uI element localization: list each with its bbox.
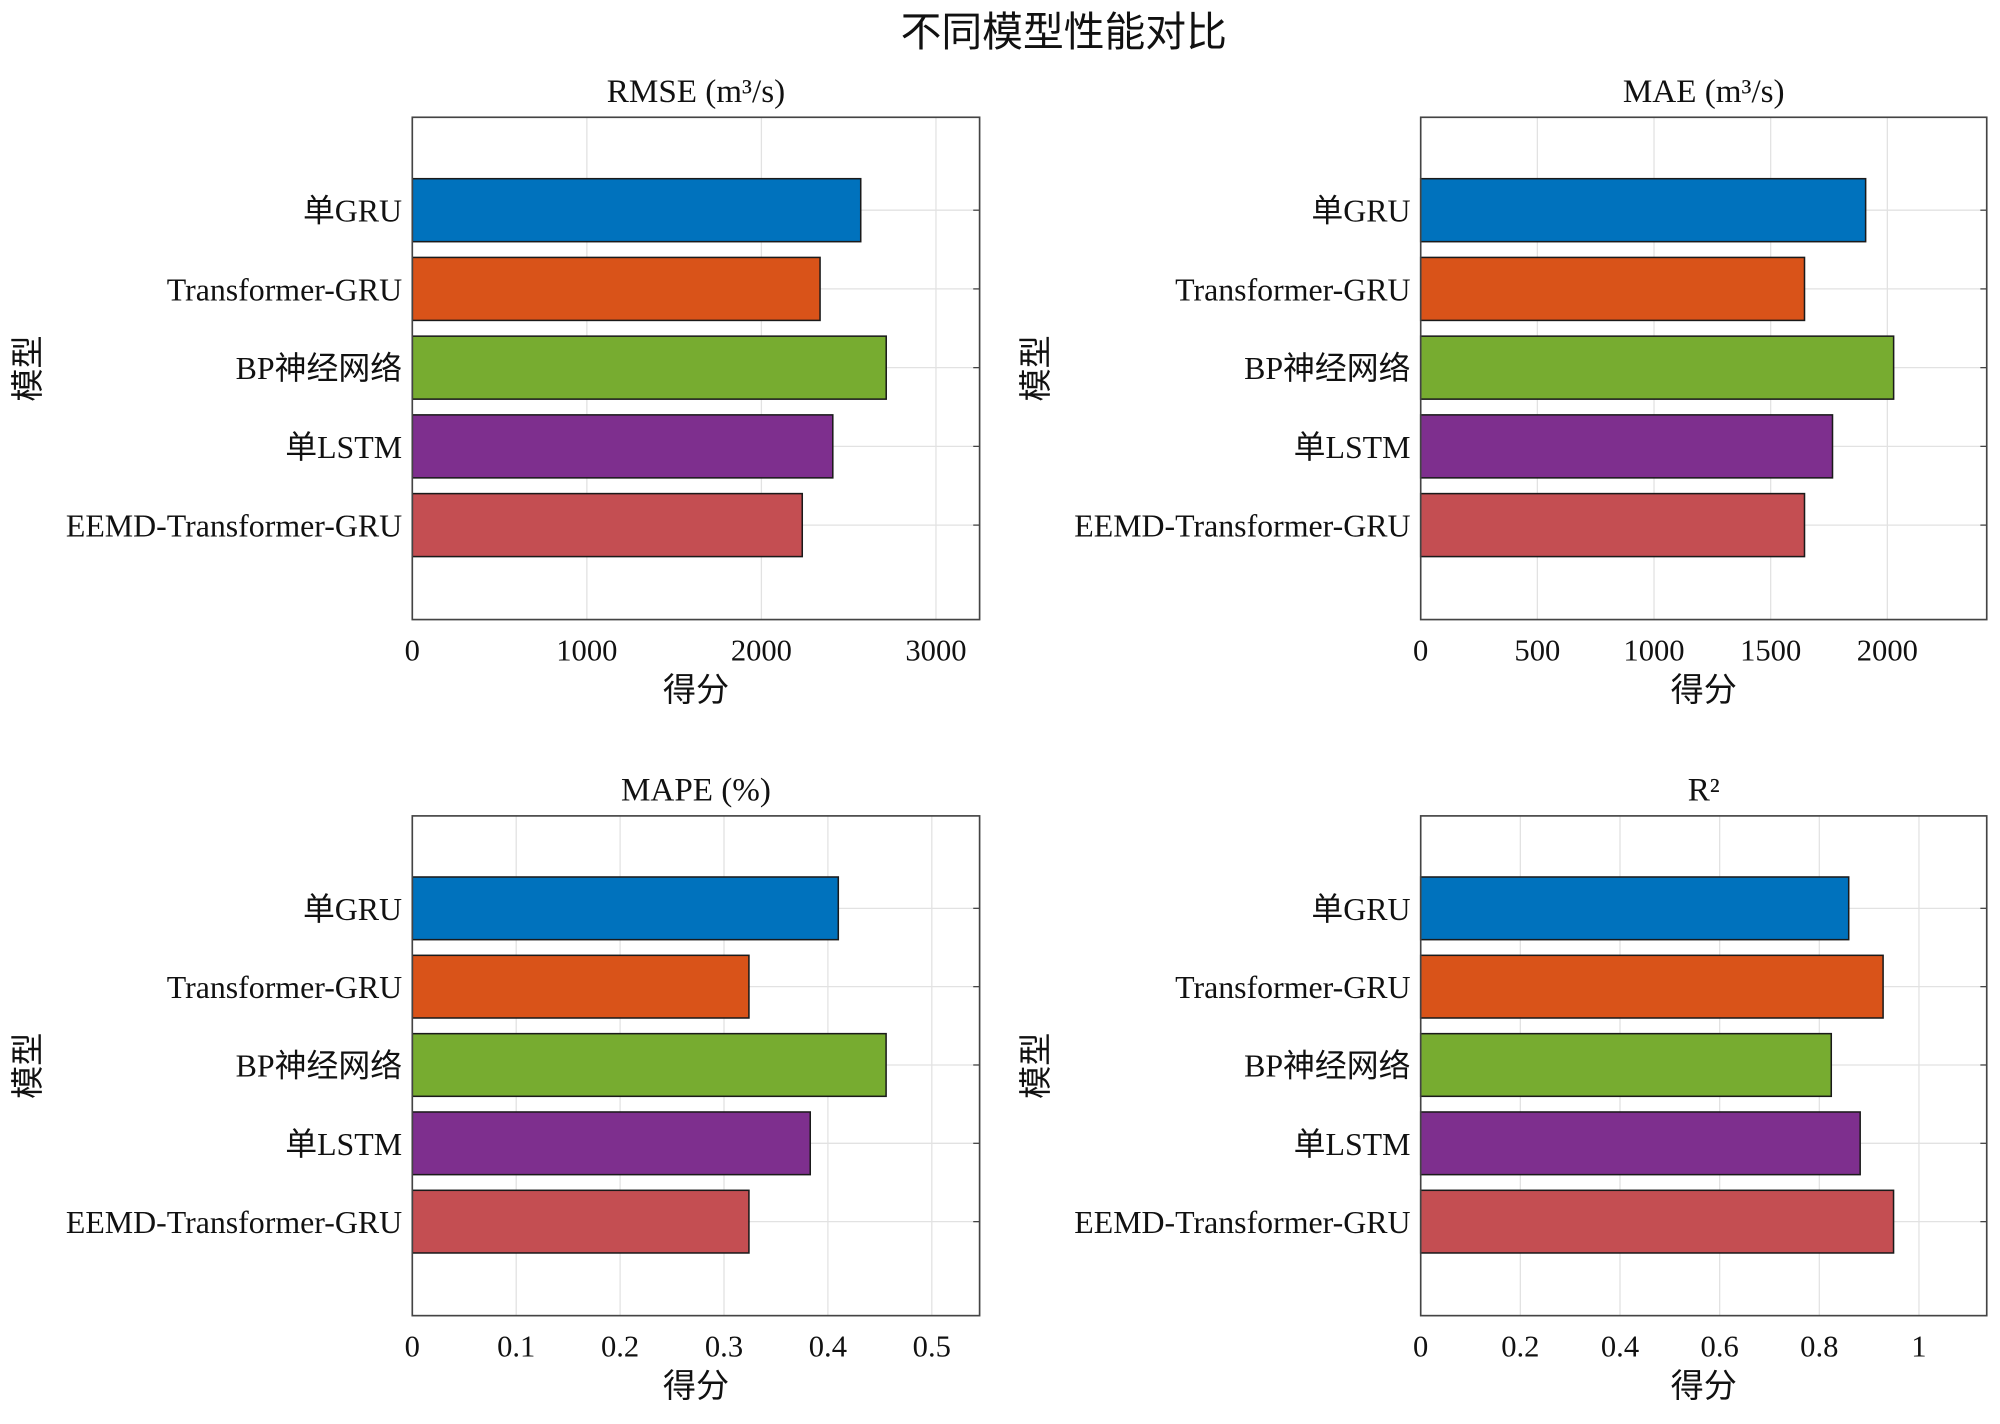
- bar: [411, 414, 834, 479]
- bar: [1419, 335, 1895, 400]
- panel-3: 0 0.2 0.4 0.6 0.8 1 单GRU Transformer-GRU BP神经网络单…: [1018, 772, 1988, 1405]
- y-axis-label: 模型: [10, 335, 47, 401]
- x-tick-label: 2000: [731, 633, 792, 667]
- bar: [411, 1189, 750, 1254]
- y-tick-label: Transformer-GRU: [167, 970, 402, 1005]
- x-tick-label: 2000: [1857, 633, 1918, 667]
- x-axis-label: 得分: [1671, 1368, 1737, 1405]
- axes-frame: [1419, 815, 1988, 1317]
- bar: [1419, 492, 1806, 558]
- y-tick-label: Transformer-GRU: [167, 272, 402, 307]
- bar: [411, 876, 840, 941]
- bar: [1419, 1032, 1833, 1098]
- figure-title: 不同模型性能对比: [901, 10, 1227, 55]
- x-tick-label: 0.8: [1800, 1329, 1838, 1363]
- bar: [411, 256, 821, 322]
- bar: [411, 492, 804, 558]
- y-tick-label: BP神经网络: [1244, 1048, 1410, 1083]
- bar: [411, 335, 887, 400]
- y-tick-label: EEMD-Transformer-GRU: [1074, 1205, 1410, 1240]
- x-tick-label: 0.1: [497, 1329, 535, 1363]
- x-axis-label: 得分: [663, 1368, 729, 1405]
- y-tick-label: 单LSTM: [285, 1127, 402, 1162]
- bar: [1419, 876, 1850, 941]
- bar: [1419, 1189, 1895, 1254]
- y-axis-label: 模型: [1018, 1033, 1055, 1099]
- axes-frame: [411, 815, 981, 1317]
- x-tick-label: 0: [1413, 1329, 1428, 1363]
- y-tick-label: BP神经网络: [236, 1048, 402, 1083]
- y-tick-label: 单GRU: [1311, 194, 1410, 229]
- y-axis-label: 模型: [10, 1033, 47, 1099]
- x-tick-label: 0: [1413, 633, 1428, 667]
- x-tick-label: 0.4: [809, 1329, 847, 1363]
- x-tick-label: 1500: [1740, 633, 1801, 667]
- y-tick-label: 单LSTM: [285, 430, 402, 465]
- panel-1: 0 500 1000 1500 2000 单GRU Transformer-GRU BP神经网…: [1018, 73, 1988, 709]
- x-axis-label: 得分: [663, 672, 729, 709]
- y-tick-label: 单LSTM: [1294, 430, 1411, 465]
- x-tick-label: 0.2: [601, 1329, 639, 1363]
- x-tick-label: 0.3: [705, 1329, 743, 1363]
- x-tick-label: 1: [1911, 1329, 1926, 1363]
- y-tick-label: Transformer-GRU: [1175, 272, 1410, 307]
- x-axis-label: 得分: [1671, 672, 1737, 709]
- bar: [411, 1032, 887, 1098]
- x-tick-label: 0: [405, 1329, 420, 1363]
- bar: [411, 954, 750, 1019]
- x-tick-label: 0.6: [1701, 1329, 1739, 1363]
- y-axis-label: 模型: [1018, 335, 1055, 401]
- y-tick-label: 单GRU: [1311, 892, 1410, 927]
- panel-0: 0 1000 2000 3000 单GRU Transformer-GRU BP神经网络单L…: [10, 73, 981, 709]
- x-tick-label: 0: [405, 633, 420, 667]
- bar: [1419, 177, 1867, 243]
- axes-frame: [1419, 116, 1988, 621]
- y-tick-label: BP神经网络: [1244, 351, 1410, 386]
- x-tick-label: 500: [1514, 633, 1560, 667]
- panel-title: R²: [1688, 772, 1720, 809]
- axes-frame: [411, 116, 981, 621]
- bar: [1419, 1111, 1861, 1176]
- y-tick-label: 单LSTM: [1294, 1127, 1411, 1162]
- x-tick-label: 3000: [905, 633, 966, 667]
- panel-title: MAE (m³/s): [1623, 73, 1785, 110]
- bar: [411, 177, 862, 243]
- y-tick-label: EEMD-Transformer-GRU: [66, 509, 402, 544]
- x-tick-label: 1000: [1623, 633, 1684, 667]
- bar: [1419, 256, 1806, 322]
- panel-title: MAPE (%): [621, 772, 771, 809]
- y-tick-label: EEMD-Transformer-GRU: [1074, 509, 1410, 544]
- panel-2: 0 0.1 0.2 0.3 0.4 0.5 单GRU Transformer-GRU BP神经网…: [10, 772, 981, 1405]
- bar: [1419, 414, 1834, 479]
- y-tick-label: Transformer-GRU: [1175, 970, 1410, 1005]
- panel-title: RMSE (m³/s): [607, 73, 785, 110]
- bar: [411, 1111, 812, 1176]
- x-tick-label: 0.5: [913, 1329, 951, 1363]
- x-tick-label: 1000: [556, 633, 617, 667]
- y-tick-label: 单GRU: [303, 892, 402, 927]
- y-tick-label: EEMD-Transformer-GRU: [66, 1205, 402, 1240]
- bar: [1419, 954, 1884, 1019]
- y-tick-label: 单GRU: [303, 194, 402, 229]
- y-tick-label: BP神经网络: [236, 351, 402, 386]
- x-tick-label: 0.2: [1501, 1329, 1539, 1363]
- x-tick-label: 0.4: [1601, 1329, 1639, 1363]
